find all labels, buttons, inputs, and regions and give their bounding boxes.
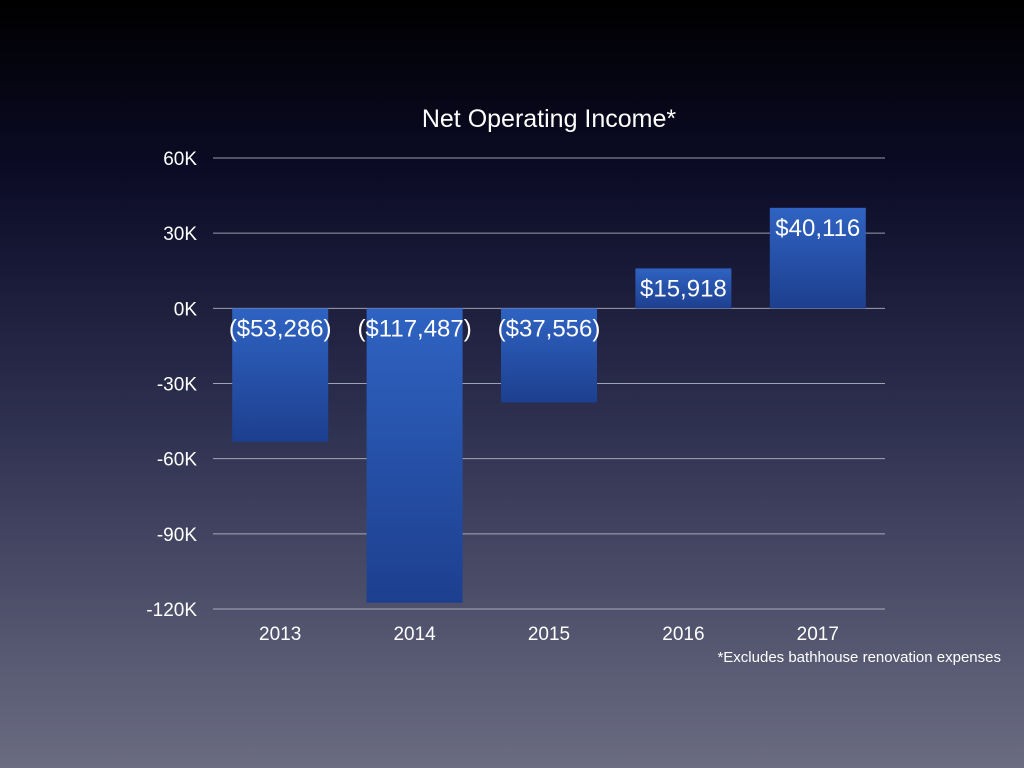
data-label: ($53,286)	[229, 315, 332, 342]
y-tick-label: -30K	[157, 375, 197, 396]
bar-2015	[501, 308, 597, 403]
y-tick-label: 0K	[174, 299, 198, 320]
data-labels: ($53,286) ($117,487) ($37,556) $15,918 $40,1…	[229, 215, 860, 343]
data-label: $40,116	[775, 215, 860, 242]
x-tick-label: 2015	[528, 624, 570, 645]
bar-2014	[366, 308, 463, 603]
y-tick-label: -60K	[157, 450, 197, 471]
x-tick-label: 2017	[797, 624, 839, 645]
footnote: *Excludes bathhouse renovation expenses	[717, 649, 1001, 666]
bar-2017	[769, 207, 866, 309]
y-tick-label: 30K	[163, 224, 197, 245]
y-tick-label: -90K	[157, 525, 197, 546]
y-tick-label: 60K	[163, 149, 197, 170]
data-label: $15,918	[640, 275, 727, 302]
bar-2013	[232, 308, 329, 442]
y-axis-tick-labels: 60K 30K 0K -30K -60K -90K -120K	[146, 149, 197, 621]
data-label: ($117,487)	[357, 315, 471, 342]
x-tick-label: 2016	[662, 624, 704, 645]
x-axis-tick-labels: 2013 2014 2015 2016 2017	[259, 624, 839, 645]
x-tick-label: 2014	[393, 624, 436, 645]
data-label: ($37,556)	[498, 315, 601, 342]
bars	[232, 207, 866, 603]
y-tick-label: -120K	[146, 600, 197, 621]
bar-2016	[635, 268, 732, 309]
x-tick-label: 2013	[259, 624, 301, 645]
chart-title: Net Operating Income*	[422, 105, 677, 133]
